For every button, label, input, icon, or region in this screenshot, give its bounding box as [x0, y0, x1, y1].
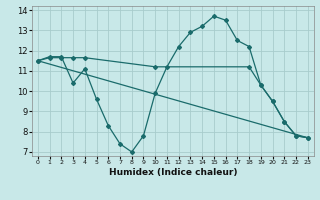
X-axis label: Humidex (Indice chaleur): Humidex (Indice chaleur): [108, 168, 237, 177]
